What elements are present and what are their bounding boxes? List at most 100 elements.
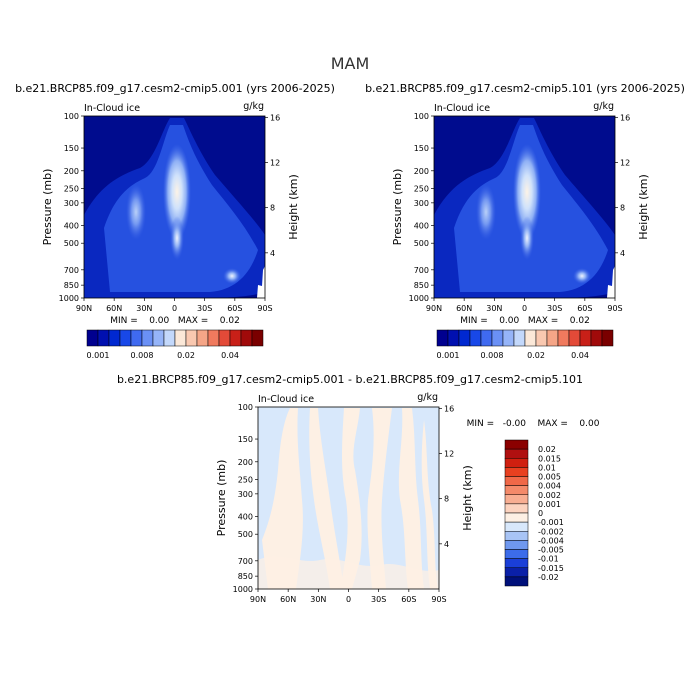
pressure-tick-label: 700 <box>64 266 79 275</box>
colorbar-diff-label: -0.005 <box>538 546 564 555</box>
colorbar-diff-swatch <box>504 549 529 559</box>
panel-3-positive-band-3 <box>340 408 362 589</box>
colorbar-swatch <box>579 329 592 347</box>
colorbar-swatch <box>152 329 165 347</box>
panel-3-positive-band-6 <box>421 420 438 589</box>
colorbar-swatch <box>240 329 253 347</box>
panel-2-nh-maximum <box>476 184 496 240</box>
height-tick-label: 4 <box>620 249 625 258</box>
pressure-tick-label: 850 <box>414 281 429 290</box>
pressure-tick-label: 850 <box>64 281 79 290</box>
height-tick-label: 12 <box>444 450 454 459</box>
colorbar-swatch <box>207 329 220 347</box>
colorbar-swatch <box>513 329 526 347</box>
panel-1-units-label: g/kg <box>243 101 264 112</box>
colorbar-label: 0.02 <box>527 351 545 360</box>
colorbar-swatch <box>119 329 132 347</box>
panel-2: b.e21.BRCP85.f09_g17.cesm2-cmip5.101 (yr… <box>365 82 685 326</box>
panel-2-topography <box>607 266 615 298</box>
pressure-tick-label: 1000 <box>59 294 79 303</box>
panel-3-lat-ticks: 90N 60N 30N 0 30S 60S 90S <box>250 589 447 604</box>
pressure-tick-label: 400 <box>64 222 79 231</box>
colorbar-diff: 0.020.0150.010.0050.0040.0020.0010-0.001… <box>504 439 564 587</box>
pressure-tick-label: 500 <box>238 530 253 539</box>
panel-1-sh-maximum <box>223 268 241 284</box>
colorbar-diff-swatch <box>504 494 529 505</box>
colorbar-swatch <box>546 329 559 347</box>
pressure-tick-label: 200 <box>414 167 429 176</box>
lat-tick-label: 60S <box>401 595 416 604</box>
lat-tick-label: 90N <box>76 304 92 313</box>
pressure-tick-label: 200 <box>64 167 79 176</box>
colorbar-diff-swatch <box>504 540 529 550</box>
pressure-tick-label: 250 <box>64 184 79 193</box>
panel-2-ylabel: Pressure (mb) <box>391 169 404 246</box>
colorbar-label: 0.02 <box>177 351 195 360</box>
height-tick-label: 4 <box>444 540 449 549</box>
colorbar-swatch <box>601 329 614 347</box>
colorbar-swatch <box>130 329 143 347</box>
colorbar-diff-label: 0.015 <box>538 454 561 463</box>
panel-2-stats: MIN = 0.00 MAX = 0.02 <box>460 316 590 326</box>
colorbar-diff-swatch <box>504 485 529 495</box>
panel-3-positive-band-1 <box>262 408 303 589</box>
colorbar-diff-label: -0.001 <box>538 518 564 527</box>
colorbar-swatch <box>229 329 242 347</box>
panel-3-units-label: g/kg <box>417 392 438 403</box>
lat-tick-label: 30S <box>371 595 386 604</box>
colorbar-diff-swatch <box>504 467 529 477</box>
panel-2-lat-ticks: 90N 60N 30N 0 30S 60S 90S <box>426 298 623 313</box>
lat-tick-label: 0 <box>172 304 177 313</box>
pressure-tick-label: 300 <box>238 490 253 499</box>
panel-1-stats: MIN = 0.00 MAX = 0.02 <box>110 316 240 326</box>
colorbar-diff-label: 0.01 <box>538 463 556 472</box>
lat-tick-label: 90S <box>431 595 446 604</box>
colorbar-diff-swatch <box>504 503 529 514</box>
lat-tick-label: 0 <box>346 595 351 604</box>
panel-2-run-title: b.e21.BRCP85.f09_g17.cesm2-cmip5.101 (yr… <box>365 82 685 95</box>
panel-1-ylabel: Pressure (mb) <box>41 169 54 246</box>
panel-2-tropical-column <box>520 216 534 260</box>
lat-tick-label: 30S <box>547 304 562 313</box>
panel-1-tropical-column <box>170 216 184 260</box>
colorbar-diff-swatch <box>504 458 529 468</box>
colorbar-diff-label: 0.002 <box>538 491 561 500</box>
colorbar-diff-swatch <box>504 521 529 532</box>
lat-tick-label: 90S <box>607 304 622 313</box>
panel-1-plot-area <box>83 115 266 299</box>
colorbar-swatch <box>436 329 449 347</box>
pressure-tick-label: 500 <box>414 239 429 248</box>
panel-1-height-ticks: 16 12 8 4 <box>265 113 280 258</box>
colorbar-label: 0.001 <box>87 351 110 360</box>
colorbar-swatch <box>568 329 581 347</box>
pressure-tick-label: 300 <box>64 199 79 208</box>
height-tick-label: 8 <box>444 495 449 504</box>
height-tick-label: 16 <box>270 113 280 122</box>
lat-tick-label: 90N <box>426 304 442 313</box>
colorbar-diff-label: -0.01 <box>538 555 559 564</box>
panel-2-tropical-core <box>513 144 541 240</box>
panel-3-ylabel: Pressure (mb) <box>215 460 228 537</box>
page-title: MAM <box>331 54 370 73</box>
pressure-tick-label: 1000 <box>409 294 429 303</box>
pressure-tick-label: 150 <box>414 144 429 153</box>
panel-3-height-ticks: 16 12 8 4 <box>439 404 454 549</box>
panel-3-plot-area <box>257 406 440 590</box>
colorbar-swatch <box>590 329 603 347</box>
colorbar-swatch <box>174 329 187 347</box>
lat-tick-label: 60N <box>106 304 122 313</box>
lat-tick-label: 90S <box>257 304 272 313</box>
colorbar-swatch <box>469 329 482 347</box>
colorbar-swatch <box>458 329 471 347</box>
lat-tick-label: 0 <box>522 304 527 313</box>
pressure-tick-label: 500 <box>64 239 79 248</box>
colorbar-swatch <box>196 329 209 347</box>
panel-2-sh-maximum <box>573 268 591 284</box>
panel-1-ylabel-right: Height (km) <box>287 174 300 240</box>
pressure-tick-label: 150 <box>238 435 253 444</box>
panel-2-pressure-ticks: 100 150 200 250 300 400 500 700 850 1000 <box>409 112 434 303</box>
colorbar-diff-swatch <box>504 512 529 523</box>
pressure-tick-label: 700 <box>238 557 253 566</box>
panel-1-lat-ticks: 90N 60N 30N 0 30S 60S 90S <box>76 298 273 313</box>
